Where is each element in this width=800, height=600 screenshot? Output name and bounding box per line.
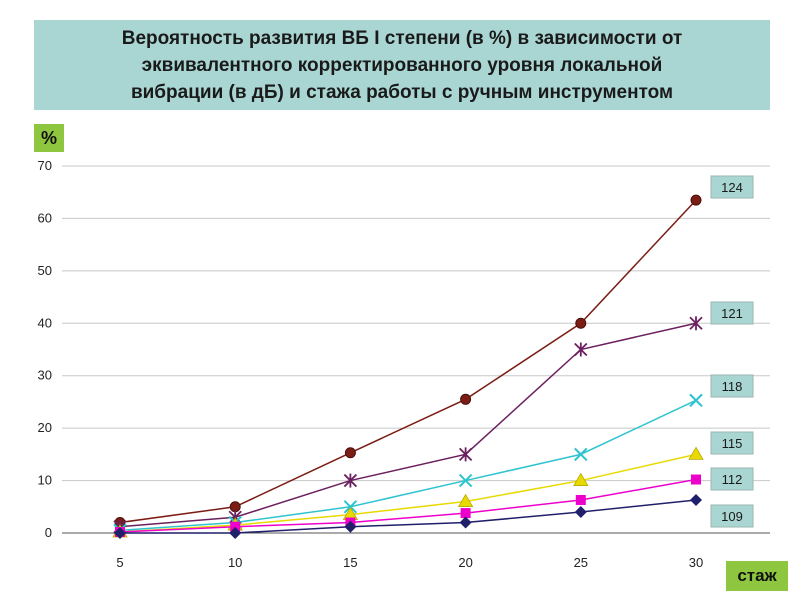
data-point-115 — [573, 472, 589, 486]
x-tick-label: 15 — [343, 555, 357, 570]
x-tick-label: 25 — [574, 555, 588, 570]
svg-text:124: 124 — [721, 180, 743, 195]
data-point-118 — [458, 473, 473, 488]
data-point-118 — [574, 447, 588, 462]
y-tick-label: 70 — [38, 158, 52, 173]
data-point-124 — [460, 393, 472, 405]
data-point-121 — [343, 473, 358, 488]
series-line-124 — [119, 199, 697, 524]
series-line-115 — [119, 453, 697, 533]
chart-title: Вероятность развития ВБ I степени (в %) … — [121, 27, 683, 103]
data-point-124 — [690, 194, 702, 206]
y-tick-label: 50 — [38, 263, 52, 278]
data-point-124 — [344, 447, 356, 459]
data-point-109 — [459, 516, 472, 529]
data-point-121 — [574, 342, 588, 357]
series-line-121 — [119, 322, 697, 528]
x-tick-label: 20 — [458, 555, 472, 570]
series-label-118: 118 — [710, 374, 754, 398]
series-label-124: 124 — [710, 175, 754, 199]
data-point-112 — [575, 494, 586, 505]
svg-text:109: 109 — [721, 509, 743, 524]
data-point-115 — [457, 493, 474, 507]
data-point-109 — [229, 527, 242, 539]
chart-title-box: Вероятность развития ВБ I степени (в %) … — [34, 20, 770, 110]
data-point-124 — [575, 317, 587, 329]
svg-text:118: 118 — [722, 379, 743, 394]
series-line-112 — [119, 478, 697, 533]
y-tick-label: 20 — [38, 420, 52, 435]
data-point-112 — [460, 508, 471, 519]
x-tick-label: 30 — [689, 555, 703, 570]
data-point-115 — [688, 446, 704, 460]
series-label-112: 112 — [710, 467, 754, 491]
series-label-121: 121 — [710, 301, 754, 325]
data-point-109 — [114, 527, 126, 539]
x-axis-label: стаж — [726, 561, 788, 591]
svg-text:112: 112 — [722, 472, 743, 487]
data-point-109 — [574, 506, 587, 519]
data-point-112 — [230, 521, 241, 532]
x-tick-label: 5 — [116, 555, 123, 570]
data-point-121 — [458, 447, 473, 462]
svg-text:121: 121 — [721, 306, 743, 321]
data-point-118 — [689, 393, 703, 408]
data-point-118 — [343, 500, 358, 514]
series-label-109: 109 — [710, 504, 754, 528]
data-point-112 — [691, 474, 701, 485]
series-label-115: 115 — [710, 431, 754, 455]
data-point-109 — [344, 520, 357, 533]
y-axis-label: % — [34, 124, 64, 152]
svg-text:115: 115 — [722, 436, 743, 451]
series-line-109 — [120, 499, 697, 534]
y-tick-label: 40 — [38, 315, 52, 330]
y-tick-label: 60 — [38, 210, 52, 225]
y-tick-label: 10 — [38, 473, 52, 488]
data-point-121 — [689, 316, 703, 331]
y-tick-label: 30 — [38, 368, 52, 383]
x-tick-label: 10 — [228, 555, 242, 570]
data-point-109 — [690, 493, 702, 506]
series-line-118 — [119, 399, 697, 532]
y-tick-label: 0 — [45, 525, 52, 540]
